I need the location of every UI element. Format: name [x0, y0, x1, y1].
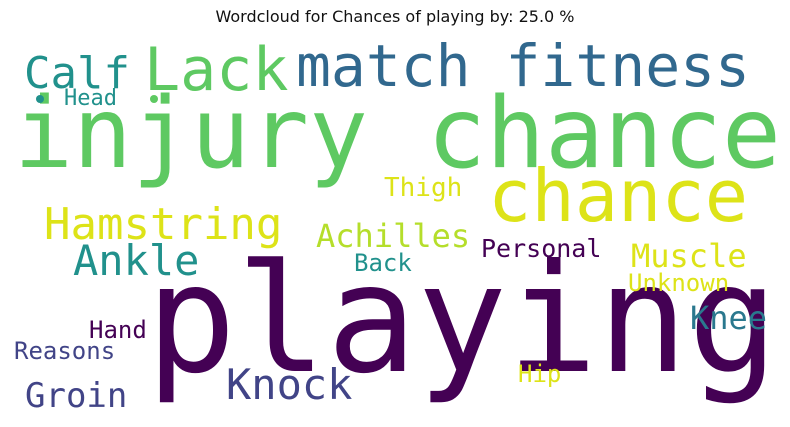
wordcloud-title: Wordcloud for Chances of playing by: 25.… [215, 7, 575, 26]
word-match-fitness: match fitness [296, 32, 750, 100]
calf-i-dot [36, 95, 44, 103]
word-injury-chance: injury chance [14, 77, 782, 191]
lack-i-dot [150, 95, 158, 103]
word-playing: playing [146, 233, 779, 407]
word-knock: Knock [226, 360, 353, 409]
word-reasons: Reasons [14, 337, 116, 365]
word-unknown: Unknown [628, 269, 730, 297]
word-lack: Lack [144, 35, 289, 105]
word-hamstring: Hamstring [44, 199, 283, 250]
word-knee: Knee [690, 299, 768, 337]
word-head: Head [64, 86, 117, 111]
word-hip: Hip [518, 360, 562, 388]
word-thigh: Thigh [384, 173, 463, 203]
word-ankle: Ankle [73, 236, 200, 285]
word-achilles: Achilles [316, 217, 471, 255]
word-hand: Hand [89, 316, 147, 344]
word-calf: Calf [24, 48, 130, 99]
word-back: Back [354, 249, 412, 277]
word-chance: chance [488, 154, 749, 238]
word-groin: Groin [25, 376, 128, 416]
word-muscle: Muscle [631, 237, 747, 275]
word-personal: Personal [481, 234, 602, 263]
